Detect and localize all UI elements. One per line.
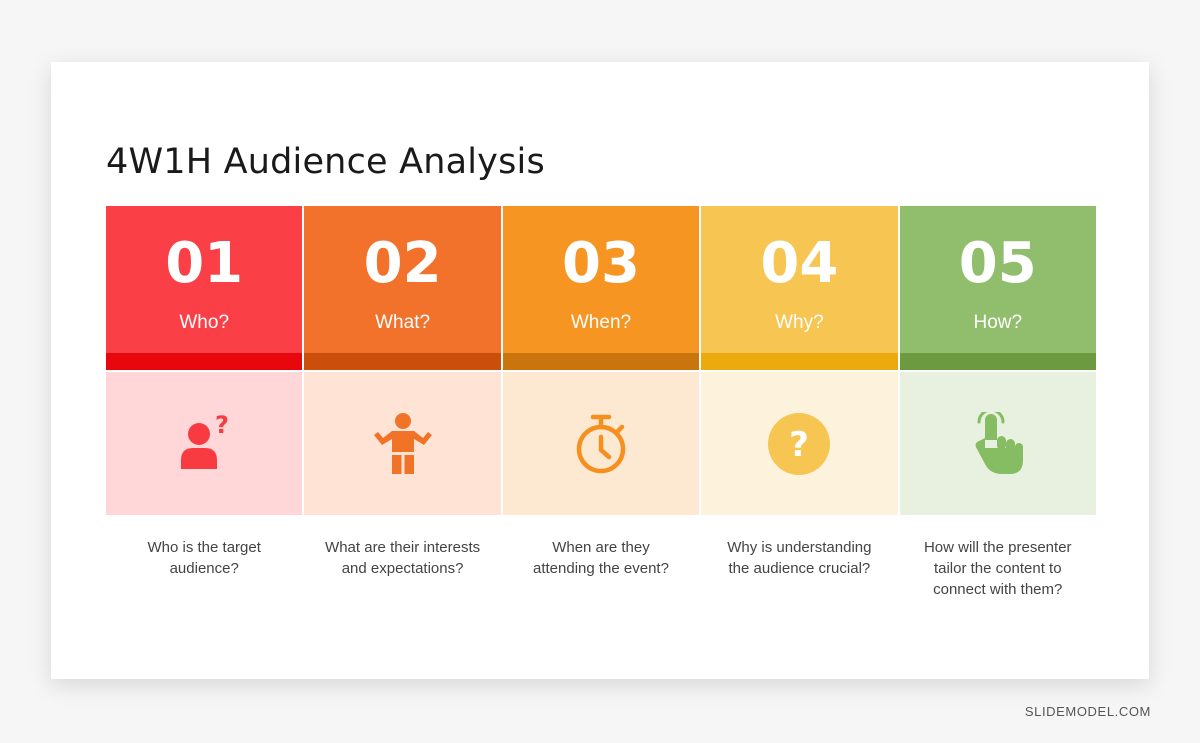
column-header: 02 What? [304, 206, 501, 353]
step-description: Who is the target audience? [106, 537, 302, 579]
step-number: 04 [760, 231, 839, 296]
step-number: 01 [165, 231, 244, 296]
step-question: What? [375, 312, 431, 333]
slide-title: 4W1H Audience Analysis [106, 142, 545, 182]
icon-panel [304, 372, 501, 515]
desc-line: attending the event? [533, 560, 669, 577]
icon-panel: ? [701, 372, 898, 515]
desc-line: When are they [552, 539, 650, 556]
column-header: 04 Why? [701, 206, 898, 353]
person-question-icon: ? [181, 412, 229, 469]
icon-panel [502, 372, 700, 515]
step-number: 02 [363, 231, 442, 296]
step-question: How? [973, 312, 1023, 333]
slide: 4W1H Audience Analysis 01 Who? ? Who is … [51, 62, 1149, 679]
svg-text:?: ? [789, 425, 809, 465]
step-question: When? [570, 312, 632, 333]
hand-tap-icon [975, 411, 1023, 474]
step-number: 03 [562, 231, 640, 296]
accent-bar [106, 353, 303, 370]
brand-watermark: SLIDEMODEL.COM [1024, 704, 1151, 719]
desc-line: and expectations? [341, 560, 464, 577]
analysis-grid: 01 Who? ? Who is the target audience? 02… [106, 206, 1096, 600]
desc-line: What are their interests [325, 539, 481, 556]
svg-text:?: ? [215, 412, 229, 439]
desc-line: audience? [169, 560, 239, 577]
icon-panel [899, 372, 1096, 515]
accent-bar [899, 353, 1096, 370]
column-who: 01 Who? ? Who is the target audience? [106, 206, 303, 600]
column-header: 03 When? [502, 206, 700, 353]
person-shrug-icon [373, 412, 432, 474]
step-description: When are they attending the event? [503, 537, 699, 579]
step-question: Why? [775, 312, 824, 333]
desc-line: connect with them? [933, 581, 1063, 598]
icon-panel: ? [106, 372, 303, 515]
column-what: 02 What? What are their interests and ex… [304, 206, 501, 600]
accent-bar [304, 353, 501, 370]
column-header: 05 How? [899, 206, 1096, 353]
desc-line: How will the presenter [923, 539, 1072, 556]
step-description: Why is understanding the audience crucia… [701, 537, 897, 579]
step-number: 05 [958, 231, 1037, 296]
stopwatch-icon [576, 414, 626, 473]
desc-line: Who is the target [147, 539, 261, 556]
column-header: 01 Who? [106, 206, 303, 353]
column-how: 05 How? How will the presenter [899, 206, 1096, 600]
desc-line: the audience crucial? [728, 560, 871, 577]
desc-line: Why is understanding [727, 539, 872, 556]
desc-line: tailor the content to [933, 560, 1062, 577]
step-description: What are their interests and expectation… [304, 537, 500, 579]
step-question: Who? [179, 312, 230, 333]
question-circle-icon: ? [768, 412, 831, 475]
accent-bar [502, 353, 700, 370]
step-description: How will the presenter tailor the conten… [900, 537, 1096, 600]
accent-bar [701, 353, 898, 370]
column-when: 03 When? When are they attending the [502, 206, 700, 600]
column-why: 04 Why? ? Why is understanding the audie… [701, 206, 898, 600]
